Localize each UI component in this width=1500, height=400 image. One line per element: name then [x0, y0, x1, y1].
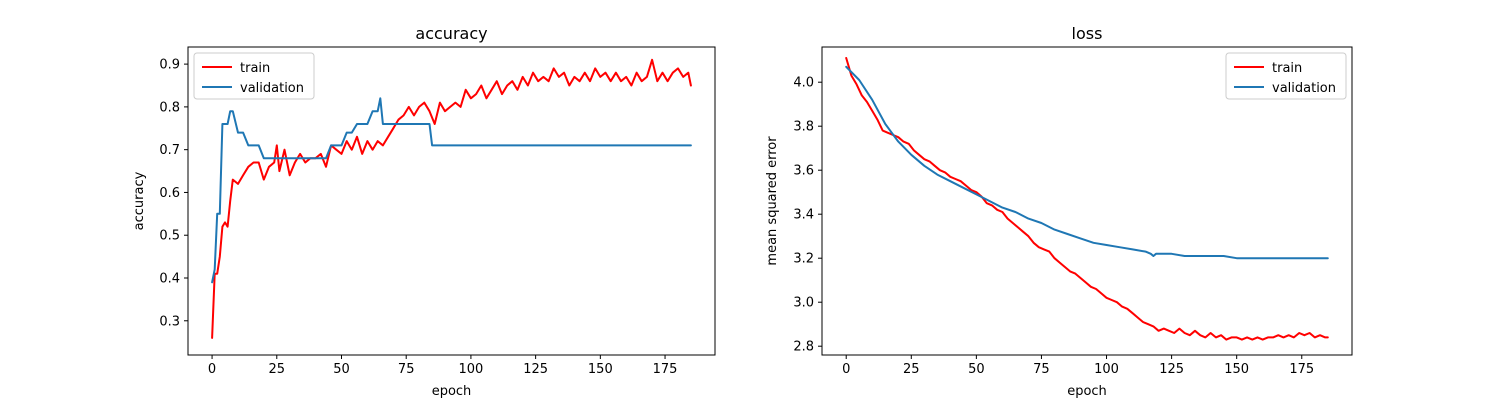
y-tick-label: 0.3	[159, 314, 180, 329]
x-tick-label: 100	[458, 362, 483, 377]
chart-loss: 0 25 50 75 100 125 150 175 2.8 3.0 3.2 3.4 3.6 3.8 4.0…	[765, 24, 1353, 399]
y-axis-label: mean squared error	[765, 136, 780, 266]
legend: train validation	[193, 52, 315, 100]
x-tick-label: 175	[653, 362, 678, 377]
y-tick-label: 0.6	[159, 186, 180, 201]
series-line-train	[845, 57, 1329, 341]
y-axis-label: accuracy	[132, 171, 147, 230]
x-tick-label: 150	[588, 362, 613, 377]
series-line-validation	[845, 65, 1329, 260]
x-tick-label: 175	[1289, 362, 1314, 377]
x-tick-label: 50	[968, 362, 985, 377]
y-tick-label: 4.0	[793, 76, 814, 91]
x-tick-label: 75	[1033, 362, 1050, 377]
series-line-train	[211, 58, 692, 339]
x-tick-label: 25	[903, 362, 920, 377]
y-tick-label: 0.4	[159, 272, 180, 287]
x-tick-label: 0	[208, 362, 216, 377]
x-tick-label: 0	[842, 362, 850, 377]
chart-accuracy: 0 25 50 75 100 125 150 175 0.3 0.4 0.5 0.6 0.7 0.8 0.9…	[132, 24, 716, 399]
x-tick-label: 50	[333, 362, 350, 377]
x-tick-label: 125	[1159, 362, 1184, 377]
y-tick-label: 0.5	[159, 229, 180, 244]
plot-frame	[187, 46, 716, 356]
x-tick-label: 150	[1224, 362, 1249, 377]
x-tick-label: 75	[398, 362, 415, 377]
plot-frame	[821, 46, 1353, 356]
y-tick-label: 0.7	[159, 143, 180, 158]
legend-label-train: train	[1272, 61, 1302, 76]
y-tick-label: 3.2	[793, 252, 814, 267]
y-tick-label: 3.8	[793, 120, 814, 135]
legend-label-validation: validation	[240, 81, 304, 96]
x-tick-label: 125	[523, 362, 548, 377]
chart-title: accuracy	[415, 24, 487, 43]
y-tick-label: 3.6	[793, 164, 814, 179]
legend-label-train: train	[240, 61, 270, 76]
y-tick-label: 0.9	[159, 58, 180, 73]
y-tick-label: 3.4	[793, 208, 814, 223]
x-tick-label: 25	[269, 362, 286, 377]
chart-title: loss	[1072, 24, 1103, 43]
x-axis-label: epoch	[1067, 384, 1107, 399]
legend-label-validation: validation	[1272, 81, 1336, 96]
y-tick-label: 0.8	[159, 100, 180, 115]
y-tick-label: 2.8	[793, 340, 814, 355]
x-tick-label: 100	[1094, 362, 1119, 377]
y-tick-label: 3.0	[793, 296, 814, 311]
series-line-validation	[211, 97, 692, 284]
x-axis-label: epoch	[432, 384, 472, 399]
legend: train validation	[1225, 52, 1347, 100]
